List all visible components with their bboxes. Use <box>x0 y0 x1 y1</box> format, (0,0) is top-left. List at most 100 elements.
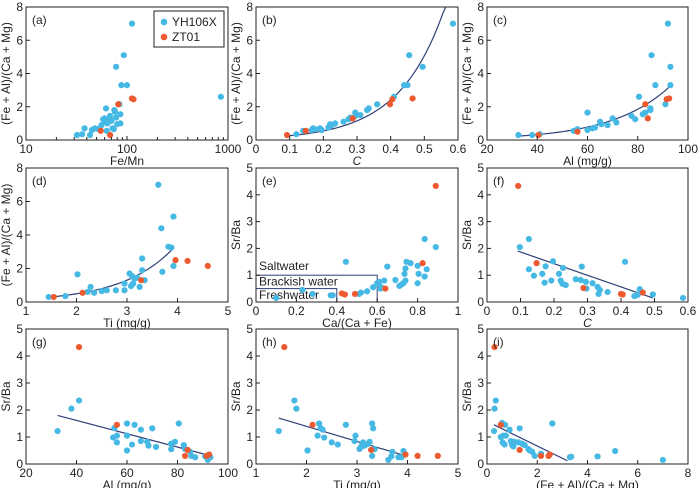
x-tick-label: 40 <box>70 466 84 480</box>
point-zt01 <box>309 421 316 428</box>
point-yh106x <box>401 270 408 277</box>
x-tick-label: 60 <box>120 466 134 480</box>
point-yh106x <box>123 447 131 454</box>
point-yh106x <box>158 225 165 232</box>
point-yh106x <box>370 284 377 291</box>
point-yh106x <box>667 63 674 70</box>
point-yh106x <box>170 262 177 270</box>
point-zt01 <box>515 182 522 190</box>
point-yh106x <box>562 282 569 289</box>
point-zt01 <box>642 101 649 108</box>
point-zt01 <box>172 257 179 264</box>
point-yh106x <box>131 421 138 428</box>
point-yh106x <box>402 277 409 284</box>
point-yh106x <box>128 441 136 448</box>
y-tick-label: 6 <box>246 33 253 47</box>
point-yh106x <box>311 126 319 133</box>
y-tick-label: 4 <box>477 349 484 363</box>
point-zt01 <box>115 101 122 108</box>
x-tick-label: 80 <box>631 142 645 156</box>
point-yh106x <box>113 432 120 439</box>
point-yh106x <box>492 397 499 404</box>
point-yh106x <box>604 121 611 129</box>
y-tick-label: 5 <box>477 161 484 175</box>
point-yh106x <box>376 278 383 285</box>
y-tick-label: 8 <box>477 0 484 14</box>
x-tick-label: 4 <box>584 466 591 480</box>
point-yh106x <box>168 446 175 453</box>
y-tick-label: 0 <box>16 457 23 471</box>
y-tick-label: 2 <box>16 403 23 417</box>
point-yh106x <box>79 131 86 138</box>
point-yh106x <box>129 280 137 287</box>
panel-f: 0 0.1 0.2 0.3 0.4 0.5 0.6 0 1 2 3 4 5 C Sr/Ba (f) <box>460 161 697 330</box>
panel-c: 20 40 60 80 100 0 2 4 6 8 Al (mg/g) (Fe + Al)/(Ca +… <box>460 0 698 168</box>
panel-label: (g) <box>32 335 47 349</box>
point-zt01 <box>106 131 114 139</box>
point-yh106x <box>98 288 105 295</box>
x-tick-label: 0.8 <box>409 304 426 318</box>
y-axis-label: (Fe + Al)/(Ca + Mg) <box>460 22 474 125</box>
legend-label: ZT01 <box>172 30 200 44</box>
point-yh106x <box>577 276 584 284</box>
y-tick-label: 2 <box>477 100 484 114</box>
x-axis-label: Ti (mg/g) <box>103 316 151 330</box>
point-zt01 <box>535 131 542 139</box>
point-yh106x <box>421 273 428 280</box>
point-yh106x <box>112 287 119 294</box>
point-yh106x <box>68 405 75 412</box>
point-yh106x <box>613 119 620 126</box>
point-zt01 <box>368 446 375 454</box>
fit-line <box>48 247 175 298</box>
x-tick-label: 0.5 <box>416 142 433 156</box>
point-yh106x <box>102 105 110 112</box>
point-yh106x <box>647 106 654 114</box>
y-axis-label: (Fe + Al)/(Ca + Mg) <box>0 184 13 287</box>
y-tick-label: 0 <box>246 457 253 471</box>
point-zt01 <box>386 101 394 108</box>
y-tick-label: 1 <box>246 430 253 444</box>
y-tick-label: 3 <box>16 376 23 390</box>
point-yh106x <box>108 117 115 124</box>
point-yh106x <box>525 266 532 273</box>
y-axis-label: Sr/Ba <box>229 220 243 250</box>
fit-line <box>493 424 568 462</box>
y-tick-label: 1 <box>16 430 23 444</box>
point-zt01 <box>533 260 540 267</box>
x-tick-label: 20 <box>19 466 33 480</box>
point-zt01 <box>666 95 673 102</box>
point-yh106x <box>175 420 182 427</box>
x-tick-label: 60 <box>581 142 595 156</box>
x-tick-label: 8 <box>685 466 692 480</box>
point-yh106x <box>123 420 131 427</box>
y-tick-label: 2 <box>246 403 253 417</box>
point-yh106x <box>515 131 522 139</box>
x-axis-label: Al (mg/g) <box>563 154 612 168</box>
x-tick-label: 20 <box>480 142 494 156</box>
point-yh106x <box>332 120 339 127</box>
point-yh106x <box>609 115 616 122</box>
point-yh106x <box>103 127 110 134</box>
point-yh106x <box>365 105 372 112</box>
point-zt01 <box>79 289 86 296</box>
fit-line <box>517 250 654 299</box>
x-axis-label: (Fe + Al)/(Ca + Mg) <box>536 478 639 488</box>
point-yh106x <box>128 20 136 27</box>
x-tick-label: 0 <box>253 142 260 156</box>
x-tick-label: 0.2 <box>546 304 563 318</box>
y-tick-label: 0 <box>16 295 23 309</box>
point-yh106x <box>342 258 349 265</box>
point-yh106x <box>635 93 643 100</box>
point-yh106x <box>525 235 532 243</box>
point-yh106x <box>423 266 430 273</box>
point-yh106x <box>86 131 94 139</box>
point-yh106x <box>275 427 282 435</box>
zone-label: Brackish water <box>259 275 338 289</box>
axes-frame <box>255 6 459 141</box>
point-yh106x <box>117 111 124 118</box>
panel-label: (b) <box>262 13 277 27</box>
point-zt01 <box>283 131 291 139</box>
y-tick-label: 5 <box>477 322 484 336</box>
y-tick-label: 3 <box>477 215 484 229</box>
